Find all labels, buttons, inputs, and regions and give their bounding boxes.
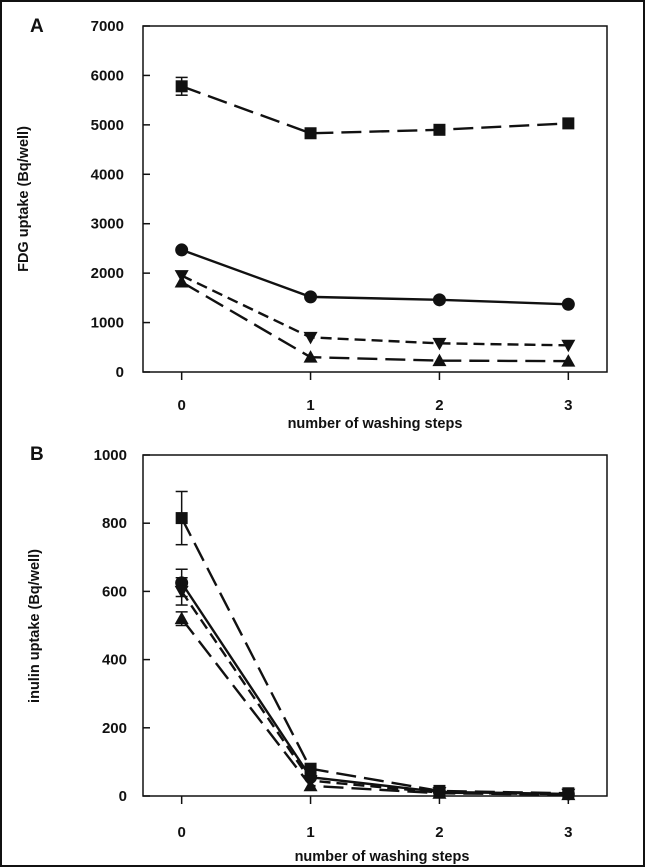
- panel-b-ticks: 0 200 400 600 800 1000 0 1 2 3: [94, 447, 573, 841]
- panel-a-y-tick-label: 5000: [91, 117, 124, 134]
- panel-a-triangle-up-marker: [561, 354, 576, 367]
- panel-a-x-tick-label: 2: [435, 397, 443, 414]
- panel-a-triangle-up-marker: [432, 353, 447, 367]
- panel-b-y-tick-label: 1000: [94, 447, 127, 464]
- panel-b-x-tick-label: 0: [177, 824, 185, 841]
- panel-a-y-tick-label: 2000: [91, 265, 124, 282]
- panel-a-circle-marker: [175, 243, 189, 257]
- panel-b-letter: B: [30, 444, 44, 465]
- panel-b-series-triangle-down-line: [180, 590, 569, 796]
- panel-a-letter: A: [30, 16, 44, 37]
- panel-a-triangle-down-marker: [432, 337, 447, 351]
- panel-a-series-triangle-up-line: [181, 281, 569, 363]
- panel-b-triangle-up-marker: [432, 786, 447, 799]
- panel-a-triangle-up-marker: [303, 350, 318, 363]
- panel-b-y-axis-title: inulin uptake (Bq/well): [27, 549, 43, 703]
- panel-b-triangle-up-marker: [561, 787, 576, 801]
- panel-a: A FDG uptake (Bq/well) number of washing…: [16, 16, 608, 432]
- panel-a-series-circle-line: [181, 248, 569, 306]
- panel-b: B inulin uptake (Bq/well) number of wash…: [27, 444, 608, 865]
- panel-b-y-tick-label: 600: [102, 583, 127, 600]
- panel-a-series-square-line: [181, 85, 569, 135]
- panel-a-y-tick-label: 1000: [91, 315, 124, 332]
- panel-b-square-marker: [175, 512, 188, 525]
- panel-b-triangle-up-marker: [174, 611, 189, 625]
- panel-a-circle-marker: [561, 297, 575, 311]
- panel-a-series-triangle-down-line: [181, 274, 569, 347]
- panel-a-square-marker: [304, 127, 317, 140]
- panel-a-triangle-up-marker: [174, 275, 189, 288]
- panel-b-y-tick-label: 400: [102, 652, 127, 669]
- panel-a-y-tick-label: 7000: [91, 18, 124, 35]
- panel-b-triangle-up-marker: [303, 778, 318, 792]
- panel-a-y-tick-label: 4000: [91, 166, 124, 183]
- panel-b-x-axis-title: number of washing steps: [295, 849, 470, 865]
- panel-b-series-triangle-up-line: [180, 617, 569, 796]
- panel-b-series: [174, 490, 576, 802]
- panel-a-x-axis-title: number of washing steps: [288, 416, 463, 432]
- panel-a-y-tick-label: 3000: [91, 216, 124, 233]
- panel-a-square-marker: [175, 80, 188, 93]
- panel-a-circle-marker: [432, 293, 446, 307]
- panel-a-y-tick-label: 6000: [91, 67, 124, 84]
- panel-a-square-marker: [562, 117, 575, 130]
- panel-b-plot-frame: [142, 454, 608, 797]
- panel-a-ticks: 0 1000 2000 3000 4000 5000 6000 7000 0 1 2 3: [91, 18, 573, 414]
- panel-b-x-tick-label: 2: [435, 824, 443, 841]
- panel-b-y-tick-label: 800: [102, 515, 127, 532]
- panel-a-square-marker: [433, 123, 446, 136]
- panel-b-triangle-down-marker: [174, 585, 189, 599]
- panel-a-triangle-down-marker: [303, 331, 318, 345]
- panel-a-circle-marker: [304, 290, 318, 304]
- panel-a-series: [174, 76, 576, 367]
- panel-a-x-tick-label: 0: [177, 397, 185, 414]
- panel-a-plot-frame: [142, 25, 608, 373]
- panel-b-y-tick-label: 200: [102, 720, 127, 737]
- panel-b-x-tick-label: 1: [306, 824, 314, 841]
- panel-a-triangle-down-marker: [561, 339, 576, 353]
- panel-b-x-tick-label: 3: [564, 824, 572, 841]
- panel-a-y-tick-label: 0: [116, 364, 124, 381]
- panel-b-y-tick-label: 0: [119, 788, 127, 805]
- panel-a-y-axis-title: FDG uptake (Bq/well): [16, 126, 32, 272]
- panel-a-x-tick-label: 3: [564, 397, 572, 414]
- panel-a-x-tick-label: 1: [306, 397, 314, 414]
